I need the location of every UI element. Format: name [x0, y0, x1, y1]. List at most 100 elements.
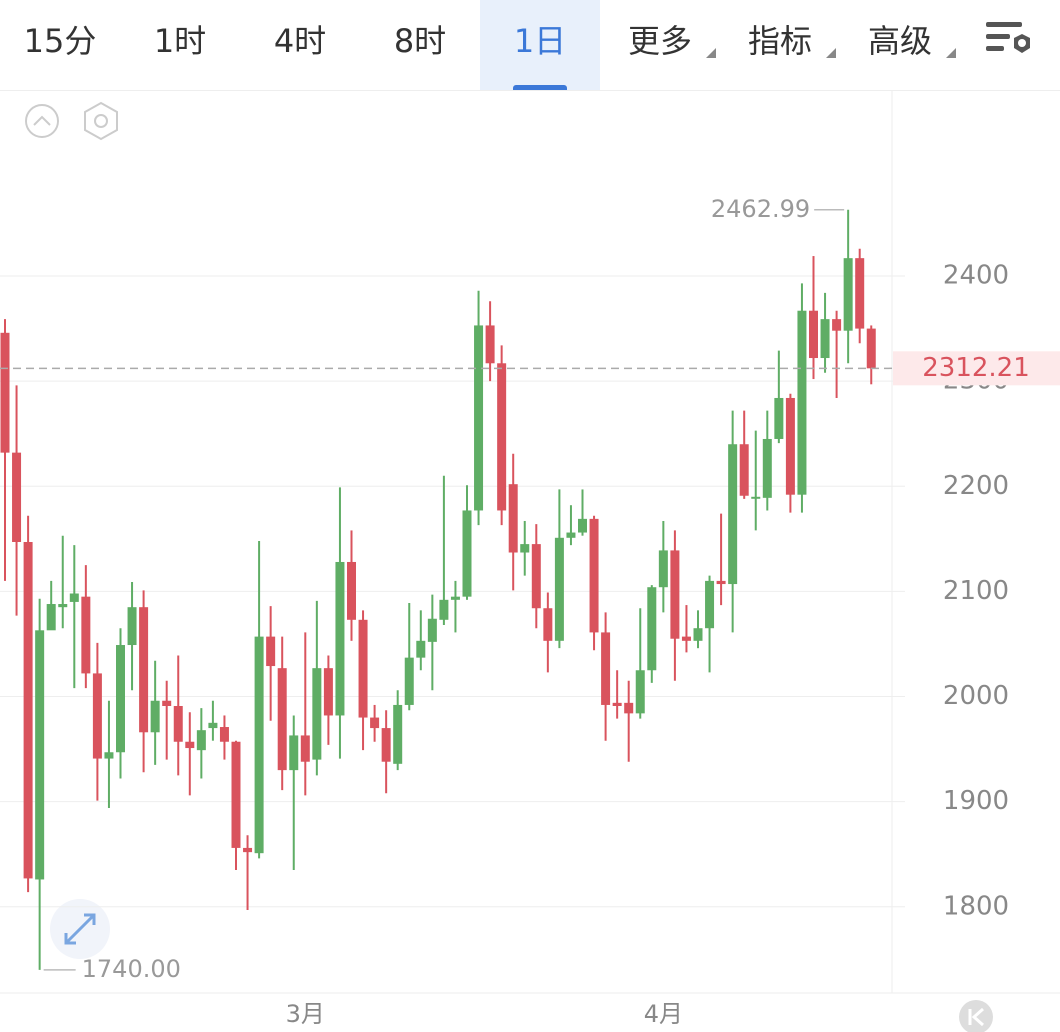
timeframe-tabs: 15分 1时 4时 8时 1日 更多 指标 高级	[0, 0, 1060, 91]
candle-body	[69, 593, 79, 602]
annotation-label: 1740.00	[82, 955, 181, 983]
dropdown-arrow	[706, 48, 716, 58]
y-tick-label: 2400	[943, 261, 1009, 291]
candle-body	[832, 319, 842, 331]
tab[interactable]: 8时	[393, 22, 447, 60]
candle-body	[658, 550, 668, 588]
x-tick-label: 4月	[644, 1000, 683, 1028]
candle-body	[219, 727, 229, 742]
candle-body	[751, 496, 761, 499]
candle-body	[404, 657, 414, 705]
candle-body	[35, 630, 45, 880]
settings-icon[interactable]	[984, 16, 1038, 64]
candle-body	[566, 532, 576, 538]
candle-body	[58, 604, 68, 608]
tab-dropdown[interactable]: 高级	[840, 0, 960, 90]
tab[interactable]: 4时	[273, 22, 327, 60]
candle-body	[185, 741, 195, 749]
candle-body	[0, 332, 10, 453]
candle-body	[820, 319, 830, 359]
scroll-end-button[interactable]	[959, 1000, 993, 1032]
candle-body	[866, 328, 876, 369]
candle-body	[681, 636, 691, 641]
candle-body	[150, 700, 160, 733]
candle-body	[208, 722, 218, 729]
candle-body	[578, 518, 587, 533]
candle-body	[670, 550, 680, 639]
candle-body	[335, 561, 345, 716]
chart-tools	[25, 101, 118, 141]
candle-body	[381, 728, 391, 762]
candle-body	[254, 636, 264, 854]
candle-body	[739, 444, 749, 496]
candle-body	[416, 640, 426, 658]
tab[interactable]: 1时	[153, 22, 207, 60]
tab-active[interactable]: 1日	[480, 0, 600, 90]
candle-body	[173, 706, 183, 742]
candle-body	[508, 484, 518, 553]
dropdown-arrow	[826, 48, 836, 58]
candle-body	[762, 438, 772, 498]
candle-body	[450, 596, 460, 600]
y-tick-label: 2000	[943, 681, 1009, 711]
candle-body	[243, 847, 253, 853]
y-tick-label: 2200	[943, 471, 1009, 501]
candle-body	[728, 444, 738, 585]
annotation-label: 2462.99	[711, 195, 810, 223]
candle-body	[370, 717, 380, 729]
candle-body	[520, 544, 530, 553]
candle-body	[693, 628, 703, 641]
y-tick-label: 2100	[943, 576, 1009, 606]
expand-button[interactable]	[50, 899, 110, 959]
candle-body	[785, 397, 795, 495]
candle-body	[323, 668, 333, 716]
candle-body	[554, 537, 564, 641]
candle-body	[635, 670, 645, 714]
candle-body	[300, 735, 310, 762]
candle-body	[347, 561, 356, 620]
candle-body	[104, 752, 114, 759]
candle-body	[462, 510, 472, 597]
candle-body	[46, 604, 56, 631]
candle-body	[289, 735, 299, 771]
candle-body	[312, 668, 322, 760]
candle-body	[12, 452, 22, 542]
candle-body	[393, 704, 403, 764]
y-tick-label: 1900	[943, 786, 1009, 816]
candle-body	[358, 619, 368, 718]
candle-body	[705, 580, 715, 629]
candle-body	[716, 580, 726, 585]
tab[interactable]: 15分	[23, 22, 97, 60]
candle-body	[485, 325, 495, 364]
candle-body	[474, 325, 484, 511]
candle-body	[809, 310, 818, 359]
x-tick-label: 3月	[286, 1000, 325, 1028]
chart: 18001900200021002200230024003月4月2462.991…	[0, 91, 1060, 1032]
tab-dropdown[interactable]: 更多	[600, 0, 720, 90]
candle-body	[81, 596, 91, 674]
candle-body	[439, 599, 449, 620]
candle-body	[277, 668, 287, 771]
dropdown-arrow	[946, 48, 956, 58]
candle-body	[531, 544, 541, 609]
candle-body	[23, 542, 33, 879]
candle-body	[543, 608, 553, 641]
candle-body	[162, 700, 172, 706]
last-price-label: 2312.21	[922, 353, 1030, 383]
candle-body	[589, 518, 599, 633]
candle-body	[116, 645, 125, 753]
candle-body	[266, 636, 276, 667]
candle-body	[601, 632, 611, 705]
tab-dropdown[interactable]: 指标	[720, 0, 840, 90]
candle-body	[196, 730, 206, 751]
candle-body	[92, 673, 102, 759]
tab-label: 更多	[627, 22, 692, 60]
candle-body	[231, 741, 241, 848]
candle-body	[427, 618, 437, 642]
candle-body	[797, 310, 807, 495]
last-price-tag	[893, 351, 1060, 386]
candle-body	[624, 702, 634, 714]
candle-body	[647, 587, 657, 671]
candle-body	[139, 607, 149, 733]
